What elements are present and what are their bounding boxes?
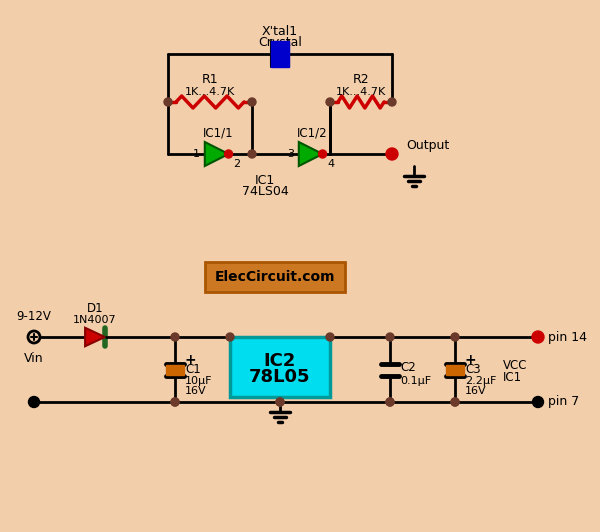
- Circle shape: [224, 150, 233, 158]
- Text: 4: 4: [328, 159, 335, 169]
- Text: 78L05: 78L05: [249, 369, 311, 387]
- Text: 74LS04: 74LS04: [242, 185, 289, 198]
- Bar: [446, 364, 464, 375]
- Circle shape: [276, 398, 284, 406]
- Polygon shape: [205, 142, 229, 166]
- Text: +: +: [465, 353, 476, 367]
- Text: 3: 3: [287, 149, 294, 159]
- Text: 10μF: 10μF: [185, 376, 212, 386]
- Text: IC1: IC1: [503, 371, 522, 384]
- Circle shape: [326, 98, 334, 106]
- Text: IC2: IC2: [264, 353, 296, 370]
- Circle shape: [386, 398, 394, 406]
- Text: 16V: 16V: [465, 386, 487, 395]
- Text: pin 7: pin 7: [548, 395, 579, 409]
- Text: VCC: VCC: [503, 359, 527, 372]
- Text: R1: R1: [202, 73, 218, 86]
- Circle shape: [388, 150, 396, 158]
- Circle shape: [451, 398, 459, 406]
- Text: ElecCircuit.com: ElecCircuit.com: [215, 270, 335, 284]
- Circle shape: [29, 396, 40, 408]
- Text: C1: C1: [185, 363, 201, 376]
- Text: IC1/1: IC1/1: [203, 127, 233, 140]
- Text: +: +: [185, 353, 197, 367]
- Circle shape: [248, 150, 256, 158]
- Text: X'tal1: X'tal1: [262, 25, 298, 38]
- Circle shape: [533, 396, 544, 408]
- Text: IC1: IC1: [255, 174, 275, 187]
- Bar: [205, 262, 345, 292]
- Bar: [271, 41, 289, 67]
- Bar: [166, 364, 184, 375]
- Circle shape: [248, 98, 256, 106]
- Text: 2.2μF: 2.2μF: [465, 376, 496, 386]
- Text: R2: R2: [353, 73, 370, 86]
- Circle shape: [326, 333, 334, 341]
- Polygon shape: [85, 328, 105, 346]
- Circle shape: [319, 150, 326, 158]
- Text: pin 14: pin 14: [548, 330, 587, 344]
- Text: 16V: 16V: [185, 386, 206, 395]
- Circle shape: [171, 398, 179, 406]
- Text: 1N4007: 1N4007: [73, 315, 117, 325]
- Text: Vin: Vin: [24, 353, 44, 365]
- Text: 1: 1: [193, 149, 200, 159]
- Polygon shape: [299, 142, 323, 166]
- Text: 1K...4.7K: 1K...4.7K: [336, 87, 386, 97]
- Text: C2: C2: [400, 361, 416, 374]
- Text: Crystal: Crystal: [258, 36, 302, 49]
- Circle shape: [451, 398, 459, 406]
- Circle shape: [226, 333, 234, 341]
- Circle shape: [388, 98, 396, 106]
- Text: IC1/2: IC1/2: [296, 127, 328, 140]
- Bar: [230, 337, 330, 397]
- Circle shape: [532, 331, 544, 343]
- Circle shape: [386, 333, 394, 341]
- Circle shape: [164, 98, 172, 106]
- Text: 2: 2: [233, 159, 241, 169]
- Circle shape: [171, 333, 179, 341]
- Circle shape: [451, 333, 459, 341]
- Text: 0.1μF: 0.1μF: [400, 376, 431, 386]
- Circle shape: [276, 398, 284, 406]
- Text: Output: Output: [406, 139, 449, 153]
- Text: D1: D1: [86, 302, 103, 315]
- Circle shape: [386, 398, 394, 406]
- Circle shape: [171, 398, 179, 406]
- Text: C3: C3: [465, 363, 481, 376]
- Circle shape: [386, 148, 398, 160]
- Text: 1K...4.7K: 1K...4.7K: [185, 87, 235, 97]
- Text: 9-12V: 9-12V: [17, 310, 52, 323]
